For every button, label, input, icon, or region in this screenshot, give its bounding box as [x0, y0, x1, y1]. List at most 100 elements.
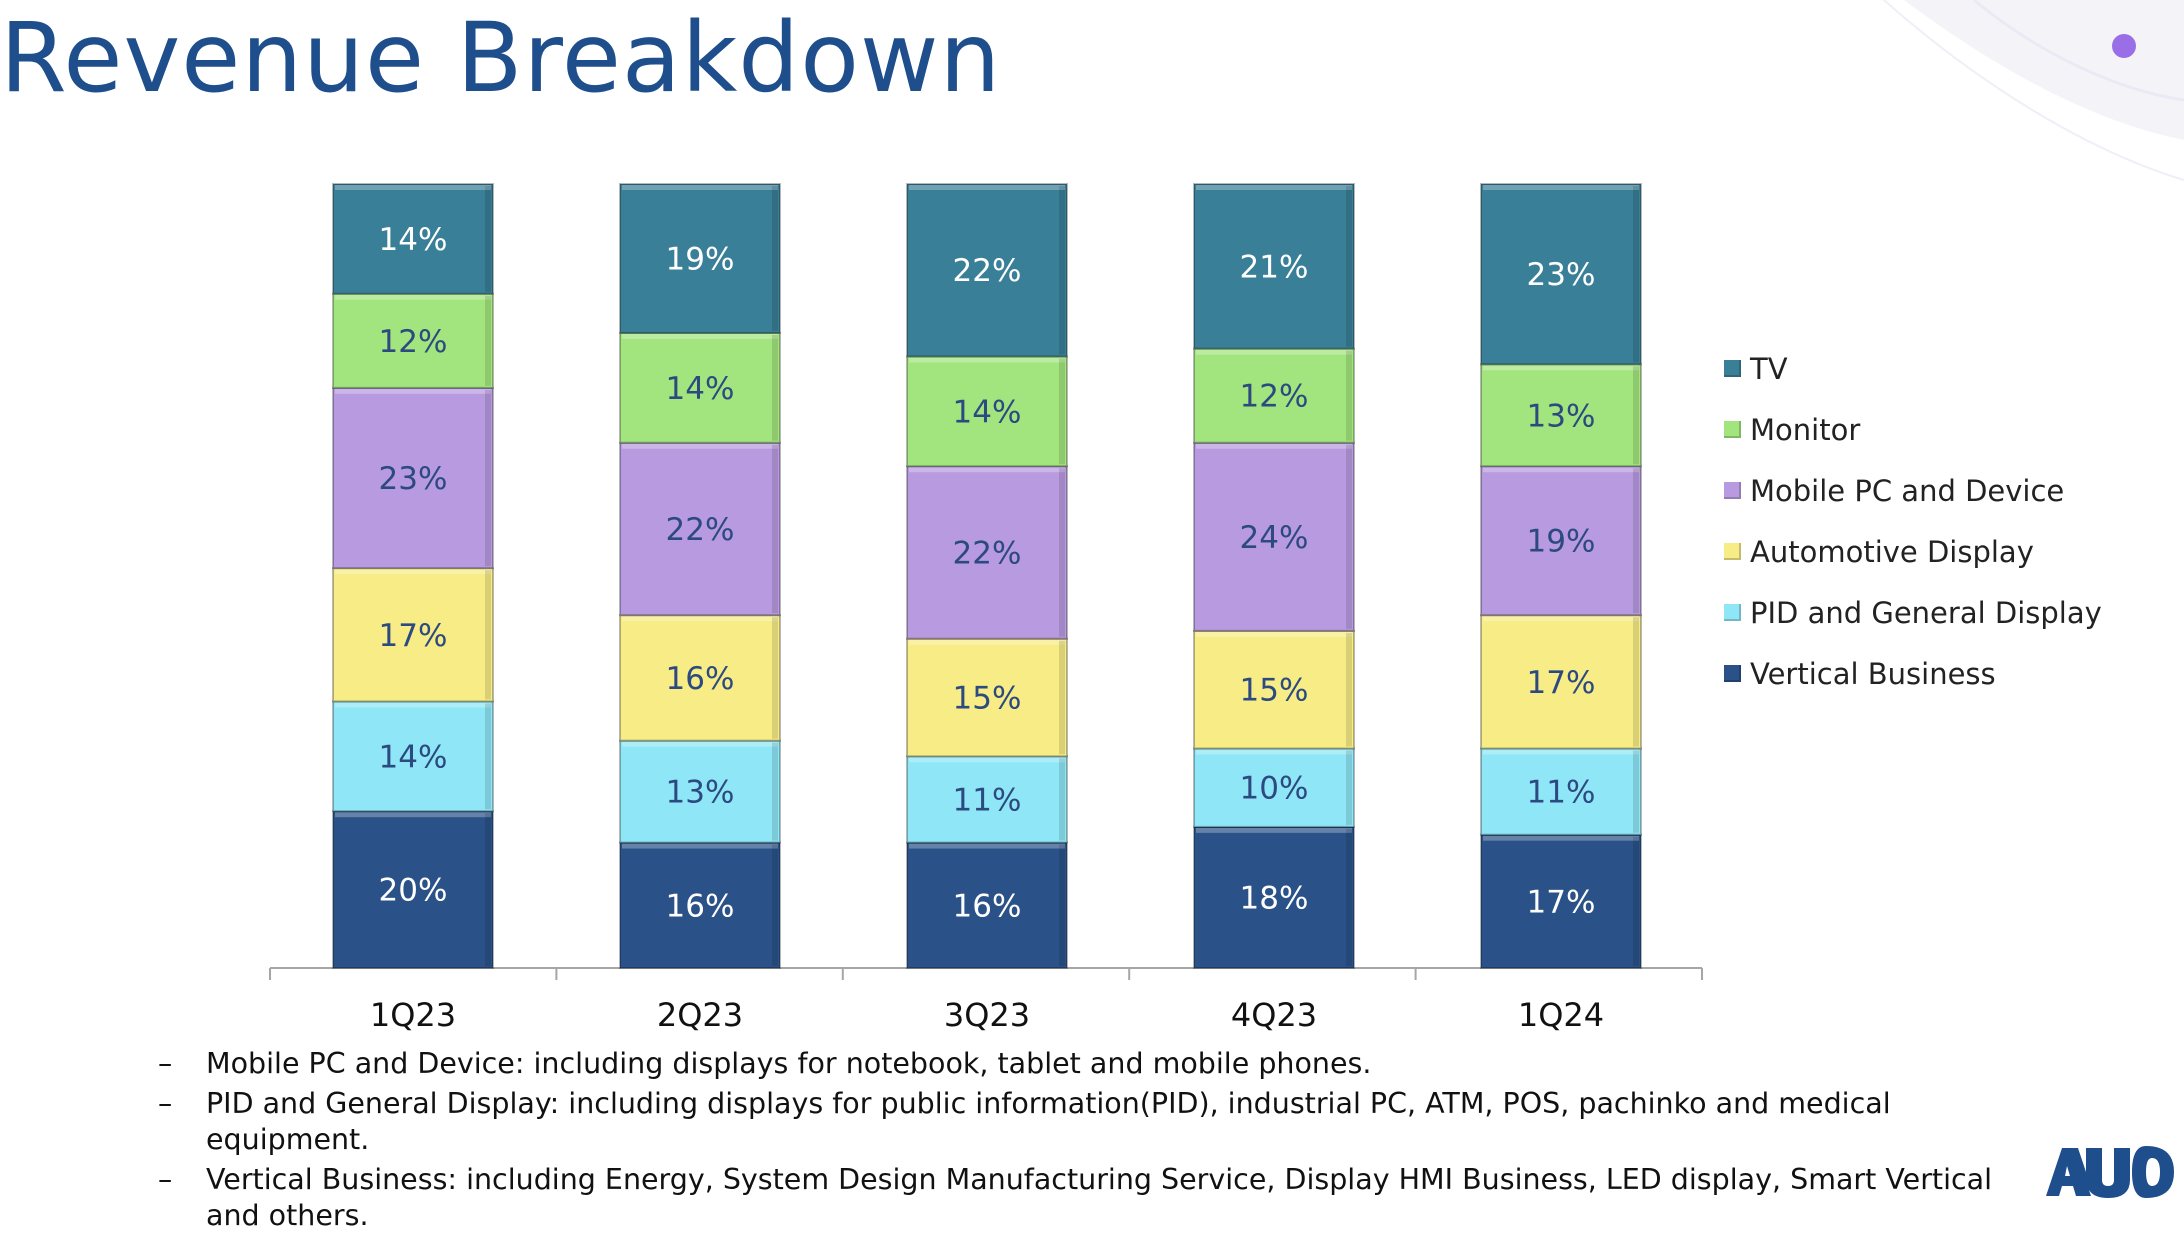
bar-segment	[332, 700, 494, 813]
bar-segment-group: 19%	[619, 183, 781, 334]
bar-segment-highlight	[1483, 749, 1639, 755]
bar-segment-highlight	[335, 388, 491, 394]
footnote-text: Vertical Business: including Energy, Sys…	[206, 1163, 1993, 1232]
bar-segment-shade	[1059, 844, 1065, 966]
bar-segment-shade	[485, 389, 491, 567]
bar-segment-highlight	[335, 702, 491, 708]
bar-segment-shade	[485, 703, 491, 810]
bar-segment	[1480, 747, 1642, 836]
data-label: 13%	[666, 775, 735, 811]
bar-segment-group: 14%	[619, 331, 781, 444]
chart-legend: TV Monitor Mobile PC and Device Automotive …	[1724, 338, 2102, 704]
bar-segment-shade	[1059, 186, 1065, 355]
bar-segment-shade	[1059, 358, 1065, 465]
bar-segment-highlight	[909, 757, 1065, 763]
bar-segment-shade	[772, 444, 778, 614]
data-label: 19%	[1527, 524, 1596, 560]
bar-segment-group: 10%	[1193, 747, 1355, 828]
bar-segment-group: 20%	[332, 810, 494, 970]
data-label: 17%	[1527, 884, 1596, 920]
data-label: 17%	[1527, 665, 1596, 701]
bar-segment	[1193, 747, 1355, 828]
footnote-text: PID and General Display: including displ…	[206, 1087, 1891, 1156]
bar-segment-group: 11%	[906, 755, 1068, 844]
bar-segment-group: 23%	[332, 386, 494, 570]
data-label: 12%	[379, 324, 448, 360]
bar-segment	[1480, 465, 1642, 617]
bar-segment-shade	[772, 186, 778, 331]
bar-segment-highlight	[1196, 443, 1352, 449]
data-label: 23%	[379, 461, 448, 497]
bar-segment-group: 13%	[1480, 363, 1642, 468]
bar-segment	[332, 292, 494, 389]
bar-segment	[1480, 833, 1642, 969]
data-label: 11%	[1527, 775, 1596, 811]
bar-segment	[906, 841, 1068, 969]
legend-swatch	[1724, 421, 1741, 438]
bar-segment-shade	[1346, 828, 1352, 966]
bar-segment-shade	[1059, 640, 1065, 755]
bar-segment-shade	[1633, 617, 1639, 747]
bar-segment-highlight	[335, 185, 491, 190]
data-label: 12%	[1240, 379, 1309, 415]
data-label: 19%	[666, 241, 735, 277]
bar-segment	[1193, 825, 1355, 969]
legend-label: Mobile PC and Device	[1750, 473, 2065, 508]
footnote-item: – PID and General Display: including dis…	[158, 1086, 2008, 1158]
x-tick-label: 4Q23	[1231, 996, 1317, 1034]
bar-segment	[906, 183, 1068, 358]
legend-item: Monitor	[1724, 399, 2102, 460]
bar-segment-highlight	[909, 843, 1065, 849]
data-label: 10%	[1240, 771, 1309, 807]
bar-segment-group: 24%	[1193, 441, 1355, 632]
bar-segment-group: 16%	[906, 841, 1068, 969]
page-title: Revenue Breakdown	[0, 2, 1002, 114]
decorative-swoosh	[1883, 0, 2184, 181]
bar-segment-highlight	[622, 443, 778, 449]
data-label: 13%	[1527, 398, 1596, 434]
bar-segment-highlight	[622, 333, 778, 339]
footnote-dash: –	[158, 1163, 173, 1196]
bar-segment-highlight	[335, 812, 491, 818]
bar-segment	[619, 441, 781, 617]
data-label: 17%	[379, 618, 448, 654]
bar-segment-shade	[485, 813, 491, 966]
bar-segment	[1193, 441, 1355, 632]
x-tick-label: 3Q23	[944, 996, 1030, 1034]
data-label: 15%	[1240, 673, 1309, 709]
bar-segment-highlight	[1196, 827, 1352, 833]
legend-label: Monitor	[1750, 412, 1861, 447]
legend-swatch	[1724, 543, 1741, 560]
bar-segment-group: 23%	[1480, 183, 1642, 366]
bar-segment-highlight	[909, 467, 1065, 473]
bar-segment-shade	[772, 742, 778, 841]
data-label: 22%	[666, 512, 735, 548]
bar-segment-shade	[1346, 444, 1352, 629]
legend-item: TV	[1724, 338, 2102, 399]
bar-segment	[1193, 183, 1355, 350]
bar-segment-group: 14%	[906, 355, 1068, 468]
bar-segment-shade	[1633, 468, 1639, 614]
bar-segment	[1480, 183, 1642, 366]
data-label: 14%	[666, 371, 735, 407]
bar-segment	[906, 755, 1068, 844]
bar-segment-shade	[1633, 836, 1639, 966]
bar-segment-group: 12%	[332, 292, 494, 389]
bar-segment-shade	[485, 186, 491, 292]
bar-segment-shade	[1633, 186, 1639, 363]
bar-segment	[332, 386, 494, 570]
data-label: 16%	[666, 888, 735, 924]
bar-segment-shade	[1633, 366, 1639, 465]
footnote-text: Mobile PC and Device: including displays…	[206, 1047, 1372, 1080]
bar-segment-group: 15%	[906, 637, 1068, 758]
bar-segment-highlight	[335, 569, 491, 575]
legend-item: PID and General Display	[1724, 582, 2102, 643]
decorative-dot	[2112, 34, 2136, 58]
bar-segment	[332, 183, 494, 295]
bar-segment-shade	[1346, 632, 1352, 747]
bar-segment-highlight	[1483, 616, 1639, 622]
bar-segment-highlight	[1483, 185, 1639, 190]
data-label: 23%	[1527, 257, 1596, 293]
bar-segment-highlight	[1196, 185, 1352, 190]
bar-segment-highlight	[909, 639, 1065, 645]
